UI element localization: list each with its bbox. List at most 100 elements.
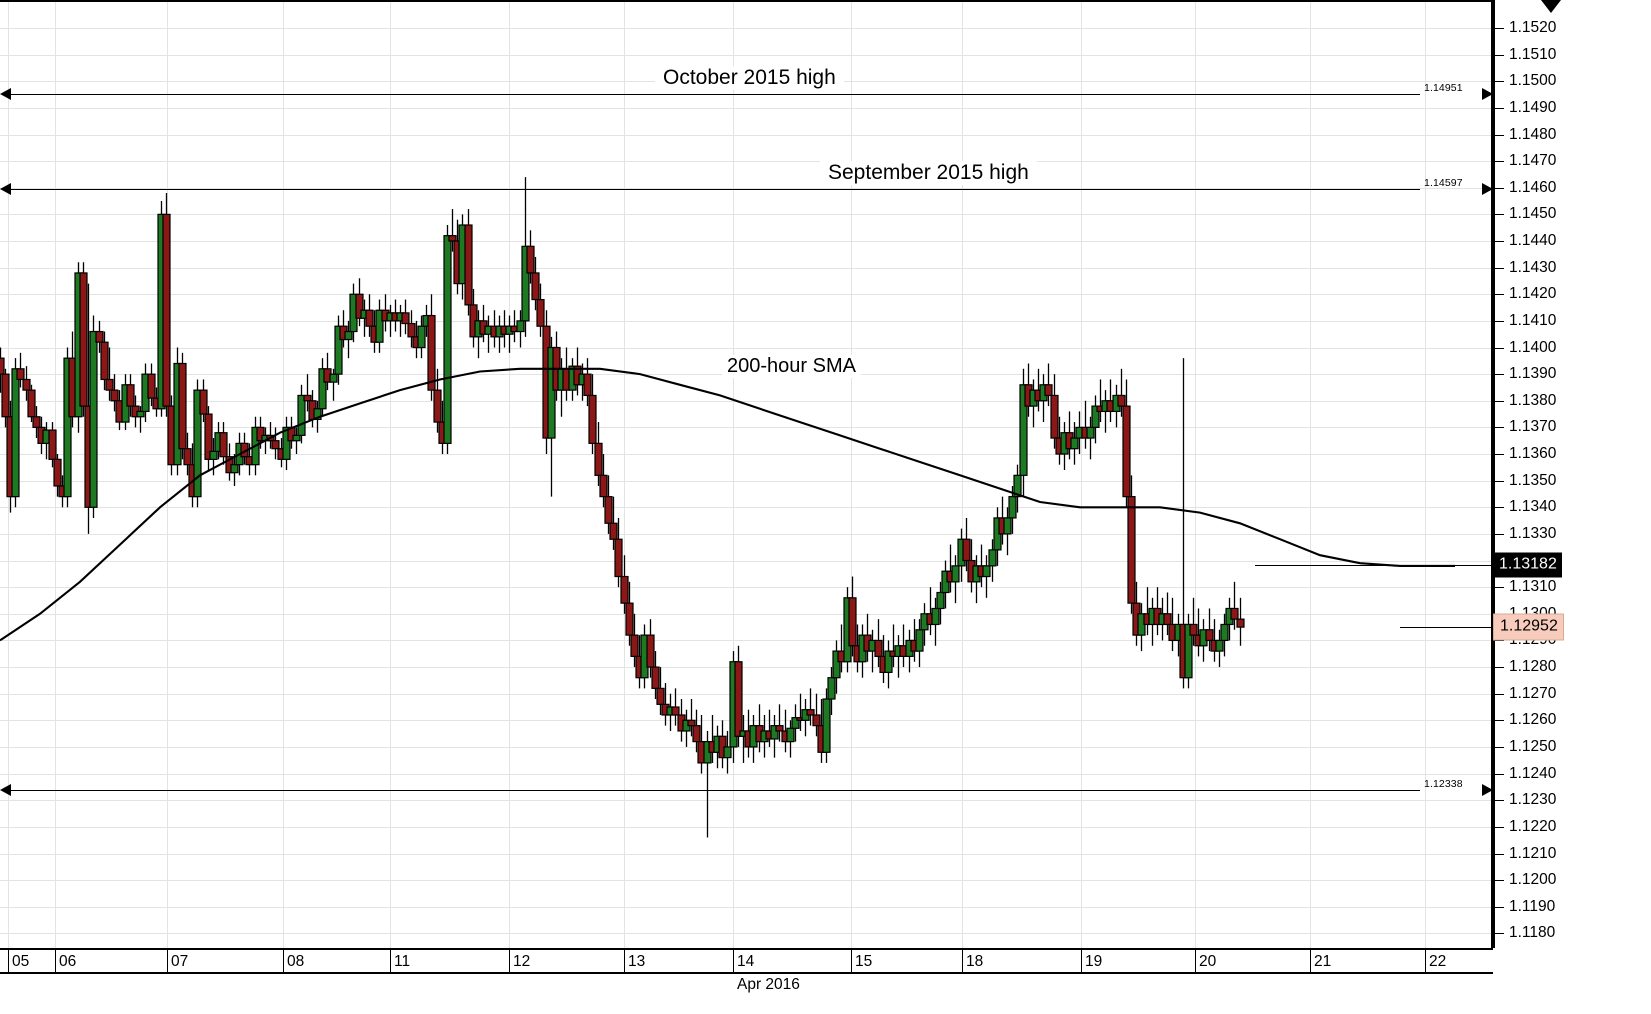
- horizontal-gridline: [0, 693, 1493, 695]
- bearish-candle-body: [22, 378, 31, 391]
- bullish-candle-body: [209, 450, 218, 460]
- date-separator: [962, 950, 963, 974]
- bullish-candle-body: [89, 330, 98, 508]
- bullish-candle-body: [936, 591, 945, 610]
- candlestick-series: [0, 177, 1245, 838]
- price-tick: [1495, 54, 1504, 56]
- horizontal-gridline: [0, 400, 1493, 402]
- price-tick-label: 1.1200: [1509, 871, 1557, 889]
- bearish-candle-body: [1163, 613, 1172, 626]
- bullish-candle-body: [521, 245, 530, 322]
- bearish-candle-body: [588, 394, 597, 444]
- bearish-candle-body: [806, 709, 815, 716]
- bearish-candle-body: [303, 394, 312, 402]
- price-tick-label: 1.1440: [1509, 232, 1557, 249]
- bullish-candle-body: [1019, 384, 1028, 476]
- date-separator: [1081, 950, 1082, 974]
- scroll-marker-icon[interactable]: [1541, 0, 1561, 13]
- bullish-candle-body: [417, 325, 426, 349]
- vertical-gridline: [167, 0, 168, 948]
- horizontal-gridline: [0, 667, 1493, 669]
- current-price-badge[interactable]: 1.12952: [1493, 613, 1564, 641]
- horizontal-gridline: [0, 773, 1493, 775]
- october-2015-high-left-arrow-icon: [0, 88, 11, 101]
- plot-area[interactable]: 1.14951 October 2015 high 1.14597 September…: [0, 0, 1493, 948]
- date-tick-label: 22: [1429, 953, 1447, 970]
- date-axis[interactable]: 05 06 07 08 11 12 13 14 15 18 19 20 21 22: [0, 948, 1493, 974]
- date-tick-label: 12: [513, 953, 531, 970]
- bearish-candle-body: [271, 440, 280, 450]
- vertical-gridline: [1310, 0, 1311, 948]
- bullish-candle-body: [443, 235, 452, 444]
- price-tick-label: 1.1410: [1509, 311, 1557, 329]
- horizontal-gridline: [0, 134, 1493, 136]
- price-tick: [1495, 933, 1504, 935]
- date-tick-label: 08: [287, 953, 305, 970]
- bullish-candle-body: [822, 698, 831, 753]
- price-tick: [1495, 533, 1504, 535]
- bearish-candle-body: [407, 322, 416, 338]
- lower-support-left-arrow-icon: [0, 784, 11, 797]
- date-tick-label: 20: [1199, 953, 1217, 970]
- bearish-candle-body: [692, 725, 701, 743]
- date-tick-label: 07: [171, 953, 189, 970]
- horizontal-gridline: [0, 161, 1493, 163]
- last-close-price-badge[interactable]: 1.13182: [1493, 552, 1562, 578]
- horizontal-gridline: [0, 720, 1493, 722]
- price-axis[interactable]: 1.1520 1.1510 1.1500 1.1490 1.1480 1.1470 1.14…: [1493, 0, 1651, 948]
- vertical-gridline: [624, 0, 625, 948]
- horizontal-gridline: [0, 54, 1493, 56]
- price-tick: [1495, 880, 1504, 882]
- bearish-candle-body: [962, 538, 971, 562]
- bearish-candle-body: [110, 389, 119, 402]
- bullish-candle-body: [344, 330, 353, 341]
- bearish-candle-body: [1236, 618, 1245, 628]
- sma-label: 200-hour SMA: [722, 355, 861, 378]
- bearish-candle-body: [604, 496, 613, 524]
- vertical-gridline: [1425, 0, 1426, 948]
- price-tick-label: 1.1340: [1509, 498, 1557, 516]
- bullish-candle-body: [1013, 474, 1022, 498]
- bearish-candle-body: [401, 312, 410, 325]
- bearish-candle-body: [219, 432, 228, 458]
- bullish-candle-body: [516, 320, 525, 333]
- price-tick: [1495, 906, 1504, 908]
- bearish-candle-body: [48, 429, 57, 460]
- bearish-candle-body: [178, 362, 187, 450]
- price-tick-label: 1.1310: [1509, 578, 1557, 596]
- price-tick: [1495, 800, 1504, 802]
- price-tick: [1495, 400, 1504, 402]
- bullish-candle-body: [1184, 623, 1193, 679]
- bullish-candle-body: [136, 410, 145, 418]
- bullish-candle-body: [723, 746, 732, 759]
- date-tick-label: 21: [1314, 953, 1332, 970]
- price-tick-label: 1.1390: [1509, 365, 1557, 383]
- price-tick-label: 1.1500: [1509, 72, 1557, 90]
- lower-support-line: [10, 790, 1420, 792]
- date-separator: [851, 950, 852, 974]
- date-tick-label: 18: [966, 953, 984, 970]
- price-tick: [1495, 773, 1504, 775]
- bearish-candle-body: [536, 298, 545, 327]
- current-price-hook-line: [1400, 626, 1493, 628]
- price-tick-label: 1.1420: [1509, 285, 1557, 303]
- bullish-candle-body: [988, 549, 997, 567]
- bearish-candle-body: [599, 474, 608, 498]
- bearish-candle-body: [1230, 607, 1239, 620]
- bearish-candle-body: [1127, 496, 1136, 604]
- bullish-candle-body: [791, 717, 800, 729]
- horizontal-gridline: [0, 826, 1493, 828]
- date-separator: [390, 950, 391, 974]
- price-tick-label: 1.1280: [1509, 658, 1557, 676]
- price-tick: [1495, 374, 1504, 376]
- price-tick-label: 1.1270: [1509, 684, 1557, 702]
- price-tick-label: 1.1240: [1509, 764, 1557, 782]
- price-tick-label: 1.1480: [1509, 125, 1557, 143]
- bullish-candle-body: [827, 677, 836, 700]
- bearish-candle-body: [105, 378, 114, 391]
- price-tick: [1495, 693, 1504, 695]
- horizontal-gridline: [0, 454, 1493, 455]
- bearish-candle-body: [620, 575, 629, 604]
- bearish-candle-body: [433, 389, 442, 423]
- bearish-candle-body: [609, 522, 618, 540]
